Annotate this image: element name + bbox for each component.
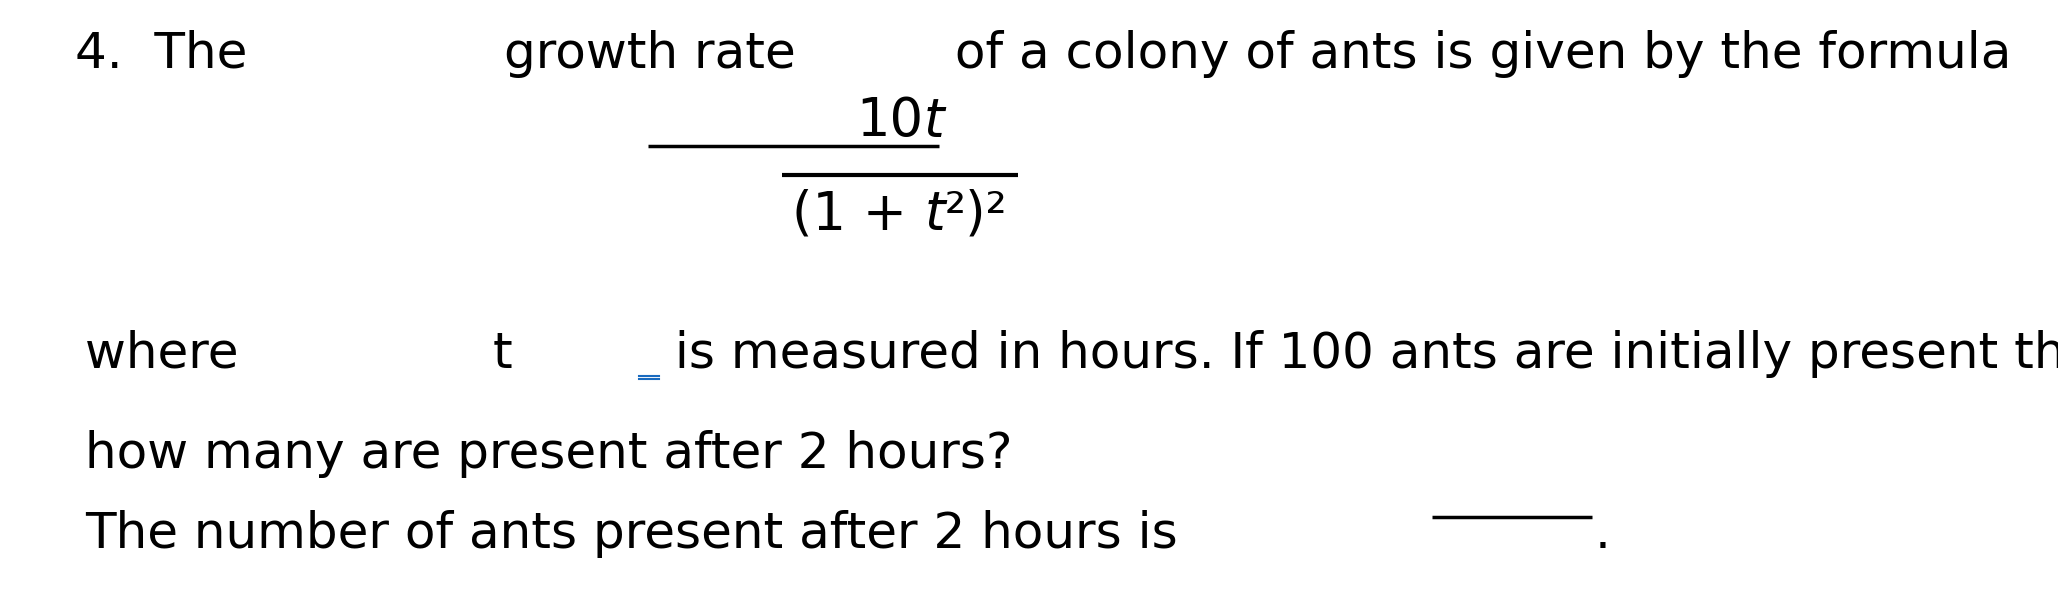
Text: t: t xyxy=(924,188,945,240)
Text: ²)²: ²)² xyxy=(945,188,1008,240)
Text: The number of ants present after 2 hours is: The number of ants present after 2 hours… xyxy=(84,510,1194,558)
Text: (1 +: (1 + xyxy=(792,188,924,240)
Text: 10: 10 xyxy=(856,95,924,147)
Text: t: t xyxy=(492,330,512,378)
Text: is measured in hours. If 100 ants are initially present then: is measured in hours. If 100 ants are in… xyxy=(659,330,2058,378)
Text: growth rate: growth rate xyxy=(504,30,794,78)
Text: how many are present after 2 hours?: how many are present after 2 hours? xyxy=(84,430,1013,478)
Text: t: t xyxy=(924,95,945,147)
Text: 4.  The: 4. The xyxy=(74,30,263,78)
Text: where: where xyxy=(84,330,255,378)
Text: .: . xyxy=(1595,510,1611,558)
Text: of a colony of ants is given by the formula: of a colony of ants is given by the form… xyxy=(938,30,2011,78)
